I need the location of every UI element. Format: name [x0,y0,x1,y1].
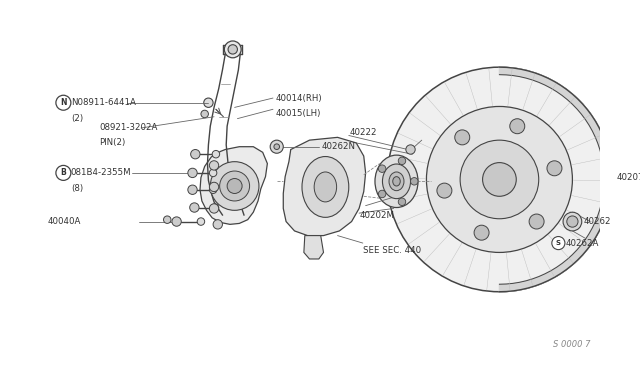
Text: S 0000 7: S 0000 7 [553,340,590,349]
Circle shape [227,179,242,193]
Circle shape [191,150,200,159]
Circle shape [426,106,572,253]
Circle shape [387,67,612,292]
Circle shape [378,190,386,198]
Circle shape [274,144,280,150]
Circle shape [398,198,406,206]
Circle shape [163,216,171,224]
Polygon shape [499,67,612,292]
Circle shape [510,119,525,134]
Circle shape [455,130,470,145]
Circle shape [188,185,197,195]
Circle shape [410,177,418,185]
Text: 08921-3202A: 08921-3202A [99,124,157,132]
Circle shape [220,171,250,201]
Circle shape [209,161,219,170]
Text: 40262N: 40262N [322,142,356,151]
Circle shape [547,161,562,176]
Circle shape [460,140,539,219]
Circle shape [209,204,219,213]
Ellipse shape [389,172,404,191]
Circle shape [378,165,386,172]
Polygon shape [284,137,365,235]
Text: 40040A: 40040A [47,217,81,226]
Text: B: B [61,169,67,177]
Text: (8): (8) [71,184,83,193]
Text: PIN(2): PIN(2) [99,138,125,147]
Circle shape [209,186,217,193]
Text: 40262A: 40262A [566,238,599,248]
Circle shape [189,203,199,212]
Polygon shape [200,147,268,224]
Text: 40015(LH): 40015(LH) [276,109,321,118]
Circle shape [437,183,452,198]
Text: N08911-6441A: N08911-6441A [71,98,136,107]
Text: 40222: 40222 [349,128,377,137]
Circle shape [211,162,259,210]
Ellipse shape [314,172,337,202]
Circle shape [201,110,209,118]
Circle shape [552,237,565,250]
Circle shape [209,182,219,192]
Circle shape [225,41,241,58]
Circle shape [398,157,406,164]
Ellipse shape [375,155,418,208]
Circle shape [483,163,516,196]
Text: S: S [556,240,561,246]
Text: SEE SEC. 440: SEE SEC. 440 [363,246,421,255]
Polygon shape [304,235,323,259]
Text: 40202M: 40202M [359,211,394,219]
Circle shape [406,145,415,154]
Circle shape [213,220,223,229]
Text: 40262: 40262 [584,217,611,226]
Circle shape [204,98,213,108]
Ellipse shape [393,177,400,186]
Circle shape [529,214,544,229]
Circle shape [228,45,237,54]
Ellipse shape [302,157,349,217]
Circle shape [212,150,220,158]
Text: (2): (2) [71,114,83,123]
Circle shape [56,166,71,180]
Circle shape [563,212,582,231]
Circle shape [197,218,205,225]
Circle shape [56,95,71,110]
Text: 081B4-2355M: 081B4-2355M [71,169,131,177]
Circle shape [188,168,197,177]
Circle shape [567,216,578,227]
Text: N: N [60,98,67,107]
Ellipse shape [383,164,410,199]
Text: 40207: 40207 [616,173,640,182]
Circle shape [172,217,181,226]
Text: 40014(RH): 40014(RH) [276,93,323,103]
Circle shape [474,225,489,240]
Circle shape [211,204,219,211]
Circle shape [270,140,284,153]
Circle shape [209,169,217,177]
